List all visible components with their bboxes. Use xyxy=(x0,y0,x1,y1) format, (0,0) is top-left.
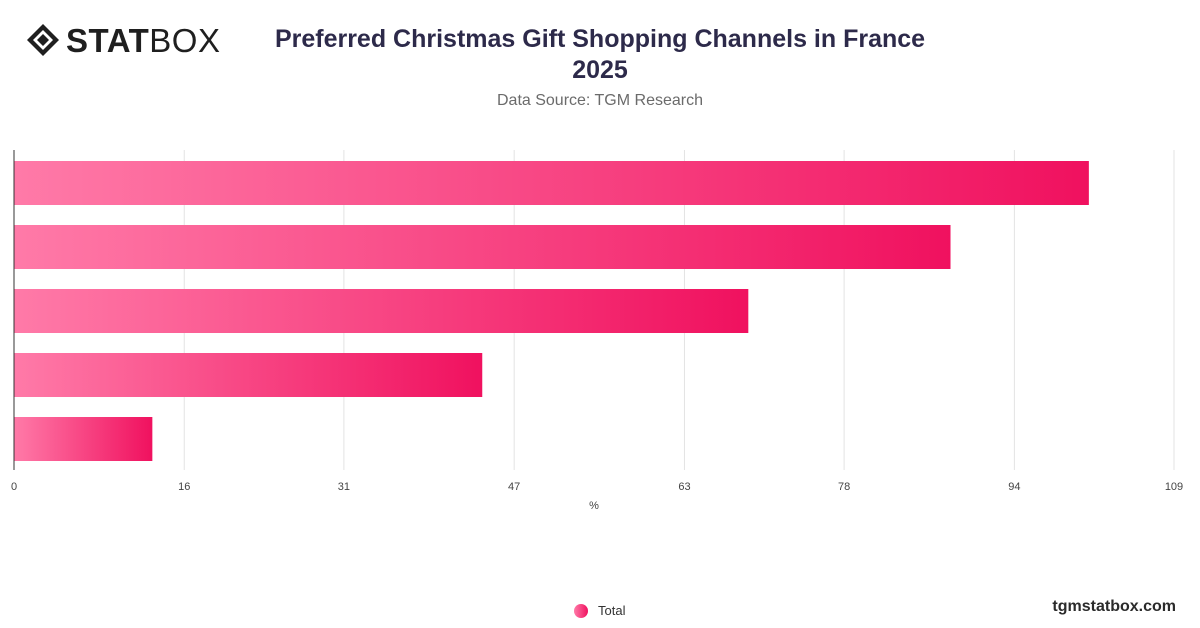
legend-label: Total xyxy=(598,603,626,618)
x-tick-label: 0 xyxy=(11,481,17,493)
bar[interactable] xyxy=(14,417,153,461)
legend-marker xyxy=(574,603,588,618)
chart-subtitle: Data Source: TGM Research xyxy=(496,92,703,109)
chart-title-line1: Preferred Christmas Gift Shopping Channe… xyxy=(274,25,926,53)
legend[interactable]: Total xyxy=(574,603,625,618)
x-tick-label: 78 xyxy=(838,481,850,493)
logo-wordmark-light: BOX xyxy=(149,21,221,59)
logo-wordmark-bold: STAT xyxy=(66,21,150,59)
website-label[interactable]: tgmstatbox.com xyxy=(1052,598,1176,615)
x-tick-label: 109 xyxy=(1165,481,1183,493)
bars xyxy=(14,161,1089,461)
statbox-diamond-icon xyxy=(27,24,59,56)
statbox-logo: STATBOX xyxy=(26,22,220,58)
logo-wordmark: STATBOX xyxy=(66,24,220,57)
x-tick-label: 47 xyxy=(508,481,520,493)
bar[interactable] xyxy=(14,289,749,333)
x-tick-label: 16 xyxy=(178,481,190,493)
x-tick-label: 63 xyxy=(678,481,690,493)
bar[interactable] xyxy=(14,225,951,269)
x-tick-label: 94 xyxy=(1008,481,1020,493)
bar[interactable] xyxy=(14,161,1089,205)
chart-title-line2: 2025 xyxy=(572,56,628,84)
chart-title: Preferred Christmas Gift Shopping Channe… xyxy=(250,24,950,86)
bar[interactable] xyxy=(14,353,483,397)
x-tick-label: 31 xyxy=(338,481,350,493)
tick-labels: 0 16 31 47 63 78 94 109 xyxy=(11,481,1183,493)
x-axis-label: % xyxy=(589,500,599,512)
